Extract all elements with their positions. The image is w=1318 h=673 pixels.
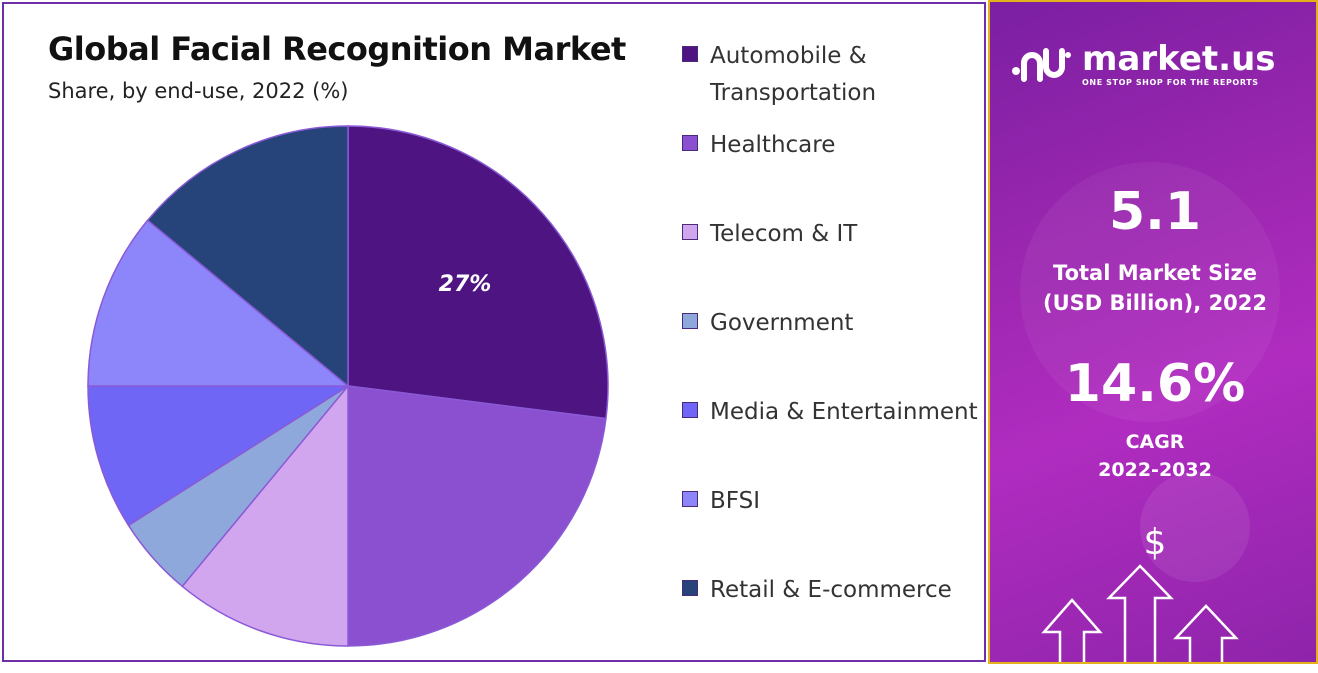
pie-slice-automobile-and-transportation [347, 125, 609, 420]
legend-label: Government [710, 310, 854, 336]
legend-item-retail-and-e-commerce: Retail & E-commerce [682, 572, 980, 609]
legend-item-healthcare: Healthcare [682, 127, 980, 164]
chart-panel: Global Facial Recognition Market Share, … [2, 2, 986, 662]
brand-tagline: ONE STOP SHOP FOR THE REPORTS [1082, 78, 1259, 87]
background-coin-shape [1140, 472, 1250, 582]
legend-swatch [682, 313, 698, 329]
background-glow-shape [1020, 162, 1280, 422]
data-label-automobile-and-transportation: 27% [439, 272, 492, 297]
legend-item-government: Government [682, 305, 980, 342]
legend-label: BFSI [710, 488, 760, 514]
legend-label: Retail & E-commerce [710, 577, 952, 603]
chart-subtitle: Share, by end-use, 2022 (%) [48, 79, 349, 103]
legend-swatch [682, 491, 698, 507]
legend-swatch [682, 46, 698, 62]
brand-name: market.us [1082, 39, 1276, 79]
pie-slice-healthcare [347, 385, 607, 647]
pie-chart: 27% [87, 125, 609, 647]
pie-slice-bfsi [87, 219, 351, 387]
legend-item-media-and-entertainment: Media & Entertainment [682, 394, 980, 431]
legend-swatch [682, 580, 698, 596]
pie-slice-telecom-and-it [181, 383, 349, 647]
legend-item-telecom-and-it: Telecom & IT [682, 216, 980, 253]
growth-arrows-icon [1041, 564, 1239, 662]
legend-swatch [682, 402, 698, 418]
cagr-label-line2: 2022-2032 [1098, 459, 1212, 481]
market-us-logo-icon [1012, 47, 1071, 82]
market-size-label-line1: Total Market Size [1053, 261, 1257, 285]
market-size-value: 5.1 [1108, 182, 1202, 242]
brand-logo: market.us ONE STOP SHOP FOR THE REPORTS [1010, 42, 1276, 87]
legend-label: Telecom & IT [710, 221, 858, 247]
dollar-symbol: $ [1143, 522, 1167, 563]
legend-label: Automobile & Transportation [710, 43, 877, 106]
legend-label: Media & Entertainment [710, 399, 978, 425]
chart-title: Global Facial Recognition Market [48, 30, 626, 68]
pie-slice-retail-and-e-commerce [146, 125, 349, 388]
legend-item-automobile-and-transportation: Automobile & Transportation [682, 38, 980, 112]
summary-panel: market.us ONE STOP SHOP FOR THE REPORTS … [988, 0, 1318, 664]
cagr-value: 14.6% [1064, 354, 1246, 414]
legend-label: Healthcare [710, 132, 836, 158]
cagr-label: CAGR 2022-2032 [990, 428, 1316, 484]
legend-item-bfsi: BFSI [682, 483, 980, 520]
legend-swatch [682, 224, 698, 240]
market-size-label-line2: (USD Billion), 2022 [1042, 291, 1268, 315]
legend-swatch [682, 135, 698, 151]
market-size-label: Total Market Size (USD Billion), 2022 [990, 258, 1316, 318]
cagr-label-line1: CAGR [1125, 431, 1185, 453]
pie-slice-media-and-entertainment [87, 385, 351, 527]
